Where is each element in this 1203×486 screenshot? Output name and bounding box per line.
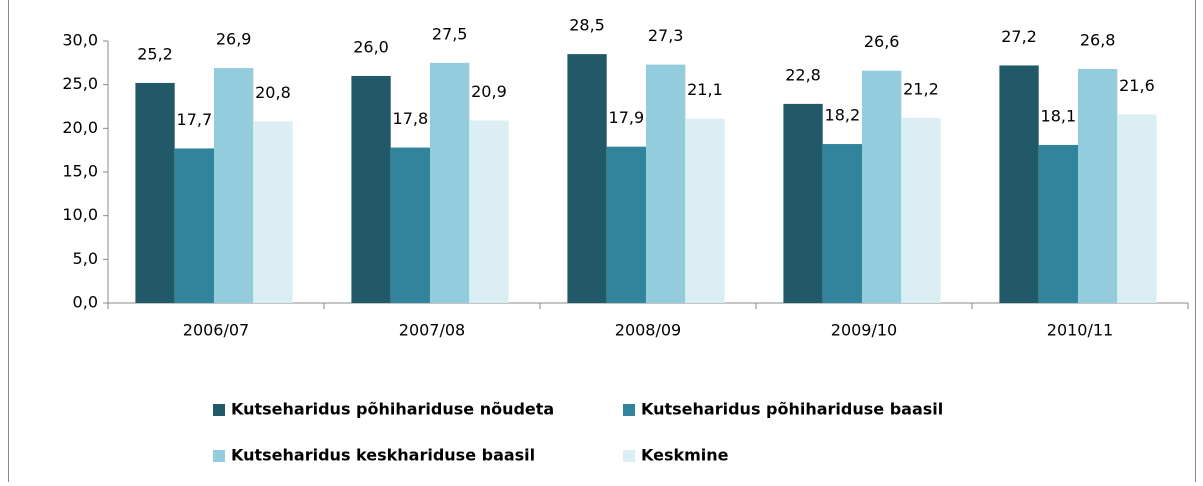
bar (567, 54, 607, 303)
legend-swatch (213, 404, 225, 416)
data-label: 21,1 (687, 80, 723, 99)
legend: Kutseharidus põhihariduse nõudeta Kutseha… (213, 400, 943, 465)
data-label: 18,2 (825, 106, 861, 125)
bar (390, 147, 430, 303)
bar (862, 70, 902, 304)
x-tick-label: 2006/07 (183, 321, 249, 340)
data-label: 20,9 (471, 82, 507, 101)
bar (1117, 114, 1157, 303)
y-tick-label: 10,0 (62, 205, 98, 224)
legend-label: Keskmine (641, 446, 729, 465)
bar (685, 118, 725, 303)
legend-swatch (623, 404, 635, 416)
data-label: 17,9 (609, 108, 645, 127)
bar (430, 62, 470, 304)
y-tick-label: 5,0 (73, 249, 98, 268)
data-label: 22,8 (785, 65, 821, 84)
data-label: 26,9 (216, 30, 252, 49)
legend-swatch (623, 450, 635, 462)
bar (214, 68, 254, 303)
legend-label: Kutseharidus keskhariduse baasil (231, 446, 535, 465)
y-tick-label: 15,0 (62, 162, 98, 181)
data-label: 21,2 (903, 79, 939, 98)
bar (469, 120, 509, 304)
data-label: 27,3 (648, 26, 684, 45)
x-tick-label: 2009/10 (831, 321, 897, 340)
data-label: 17,7 (177, 110, 213, 129)
data-label: 27,5 (432, 24, 468, 43)
bar (822, 144, 862, 303)
x-tick-label: 2007/08 (399, 321, 465, 340)
data-label: 26,6 (864, 32, 900, 51)
x-tick-label: 2010/11 (1047, 321, 1113, 340)
bar (606, 146, 646, 303)
bar (783, 103, 823, 303)
data-label: 20,8 (255, 83, 291, 102)
data-label: 18,1 (1041, 106, 1077, 125)
legend-swatch (213, 450, 225, 462)
data-label: 26,0 (353, 37, 389, 56)
bar (351, 75, 391, 303)
legend-label: Kutseharidus põhihariduse nõudeta (231, 400, 554, 419)
data-label: 26,8 (1080, 30, 1116, 49)
y-tick-label: 30,0 (62, 31, 98, 50)
data-label: 25,2 (137, 44, 173, 63)
y-tick-label: 0,0 (73, 293, 98, 312)
y-tick-label: 20,0 (62, 118, 98, 137)
bar (174, 148, 214, 303)
bar (1038, 144, 1078, 303)
y-tick-label: 25,0 (62, 74, 98, 93)
data-label: 27,2 (1001, 27, 1037, 46)
data-label: 21,6 (1119, 76, 1155, 95)
bar (646, 64, 686, 303)
bar (901, 117, 941, 303)
legend-label: Kutseharidus põhihariduse baasil (641, 400, 943, 419)
bar (1078, 68, 1118, 304)
data-label: 17,8 (393, 109, 429, 128)
bar (999, 65, 1039, 303)
bar (135, 82, 175, 303)
data-label: 28,5 (569, 16, 605, 35)
bar (253, 121, 293, 303)
x-tick-label: 2008/09 (615, 321, 681, 340)
